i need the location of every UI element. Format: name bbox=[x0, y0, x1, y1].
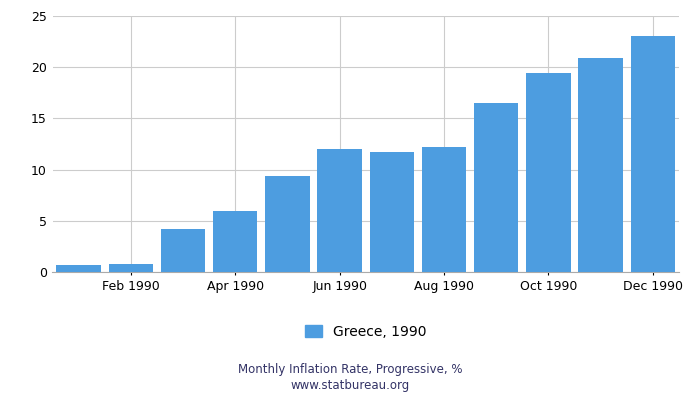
Legend: Greece, 1990: Greece, 1990 bbox=[305, 325, 426, 339]
Bar bbox=[526, 73, 570, 272]
Bar bbox=[631, 36, 675, 272]
Bar bbox=[213, 210, 258, 272]
Bar bbox=[578, 58, 623, 272]
Bar bbox=[422, 147, 466, 272]
Bar bbox=[370, 152, 414, 272]
Bar bbox=[108, 264, 153, 272]
Bar bbox=[57, 265, 101, 272]
Bar bbox=[474, 103, 519, 272]
Bar bbox=[318, 149, 362, 272]
Bar bbox=[161, 229, 205, 272]
Text: www.statbureau.org: www.statbureau.org bbox=[290, 380, 410, 392]
Bar bbox=[265, 176, 309, 272]
Text: Monthly Inflation Rate, Progressive, %: Monthly Inflation Rate, Progressive, % bbox=[238, 364, 462, 376]
